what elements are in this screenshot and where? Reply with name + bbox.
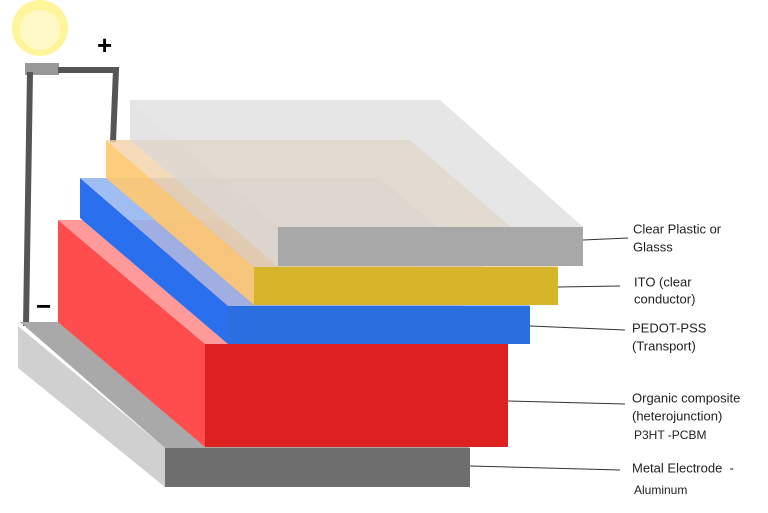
layer-label: conductor) xyxy=(634,291,695,306)
glass-front xyxy=(278,227,583,266)
glass-top xyxy=(130,100,583,227)
aluminum-side xyxy=(18,326,165,487)
leader-line xyxy=(507,400,626,405)
ito-side xyxy=(106,140,254,305)
layer-label: Clear Plastic or xyxy=(633,221,722,236)
wire-positive xyxy=(58,67,120,143)
lamp-base xyxy=(25,63,59,75)
layer-label: PEDOT-PSS xyxy=(632,320,707,335)
minus-sign: − xyxy=(36,291,51,321)
leader-line xyxy=(557,285,621,288)
glass-side xyxy=(130,100,278,266)
leader-line xyxy=(469,465,621,471)
layer-label: Aluminum xyxy=(634,483,687,497)
lamp-bulb xyxy=(20,10,60,50)
layer-label: P3HT -PCBM xyxy=(634,428,706,442)
pedot-front xyxy=(228,306,530,344)
layer-label: Organic composite xyxy=(632,390,740,405)
layer-label: Metal Electrode - xyxy=(632,460,734,475)
leader-line xyxy=(529,325,626,331)
plus-sign: + xyxy=(97,30,112,60)
organic-side xyxy=(58,220,205,447)
pedot-side xyxy=(80,178,228,344)
layer-label: (Transport) xyxy=(632,338,696,353)
layer-label: Glasss xyxy=(633,239,673,254)
ito-front xyxy=(254,267,558,305)
leader-line xyxy=(582,237,629,241)
layer-label: ITO (clear xyxy=(634,274,692,289)
layer-label: (heterojunction) xyxy=(632,408,722,423)
organic-front xyxy=(205,344,508,447)
wire-negative xyxy=(23,71,33,327)
aluminum-front xyxy=(165,448,470,487)
